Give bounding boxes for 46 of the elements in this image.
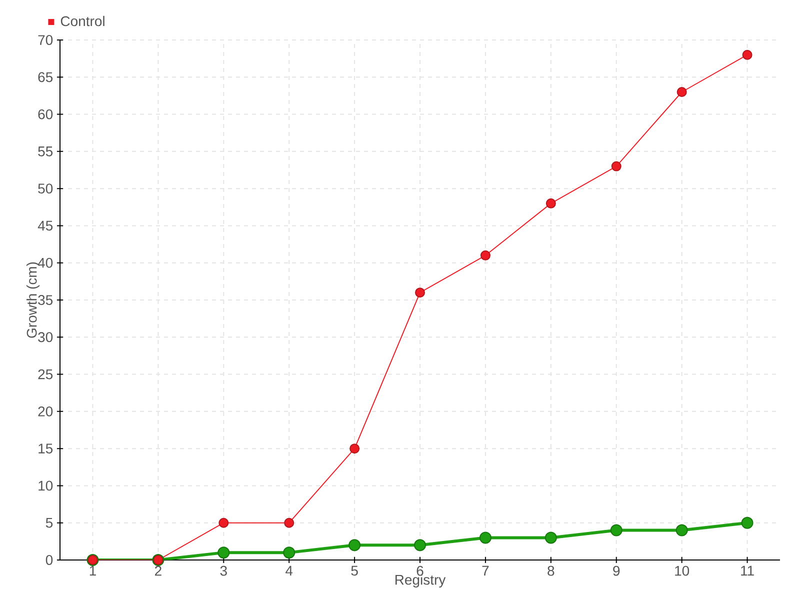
x-tick-label: 1 — [90, 566, 96, 576]
point — [415, 288, 426, 298]
point — [348, 539, 361, 552]
point — [741, 516, 754, 529]
x-tick-label: 11 — [741, 566, 754, 576]
x-tick-label: 4 — [286, 566, 293, 576]
point — [480, 250, 490, 260]
y-tick-label: 10 — [38, 480, 53, 491]
legend-label: Control — [60, 16, 104, 26]
x-axis-title: Registry — [395, 574, 446, 588]
point — [742, 50, 752, 60]
point — [414, 539, 426, 552]
y-tick-label: 15 — [38, 444, 53, 454]
x-tick-label: 9 — [613, 566, 620, 576]
y-tick-label: 50 — [38, 184, 53, 194]
y-tick-label: 5 — [46, 518, 53, 528]
point — [350, 444, 360, 454]
y-tick-label: 70 — [38, 35, 53, 45]
point — [479, 532, 492, 544]
point — [284, 518, 294, 528]
point — [544, 532, 557, 544]
y-tick-label: 25 — [38, 369, 53, 380]
point — [676, 87, 687, 97]
y-tick-label: 60 — [38, 109, 53, 120]
point — [611, 161, 622, 172]
y-tick-label: 65 — [38, 72, 53, 82]
y-tick-label: 20 — [38, 406, 53, 416]
point — [676, 524, 688, 536]
point — [218, 546, 230, 559]
x-tick-label: 3 — [220, 566, 227, 576]
point — [546, 198, 556, 208]
y-tick-label: 35 — [38, 295, 53, 305]
x-tick-label: 8 — [548, 566, 554, 576]
y-tick-label: 40 — [38, 258, 53, 268]
y-tick-label: 45 — [38, 220, 53, 231]
point — [610, 524, 622, 536]
y-tick-label: 30 — [38, 332, 53, 342]
point — [218, 518, 229, 528]
point — [283, 546, 296, 559]
x-tick-label: 5 — [351, 566, 358, 576]
x-tick-label: 10 — [675, 566, 690, 576]
x-tick-label: 6 — [416, 566, 424, 576]
y-tick-label: 55 — [38, 146, 53, 156]
y-tick-label: 0 — [46, 555, 53, 565]
x-tick-label: 7 — [482, 566, 489, 576]
x-tick-label: 2 — [154, 566, 162, 576]
